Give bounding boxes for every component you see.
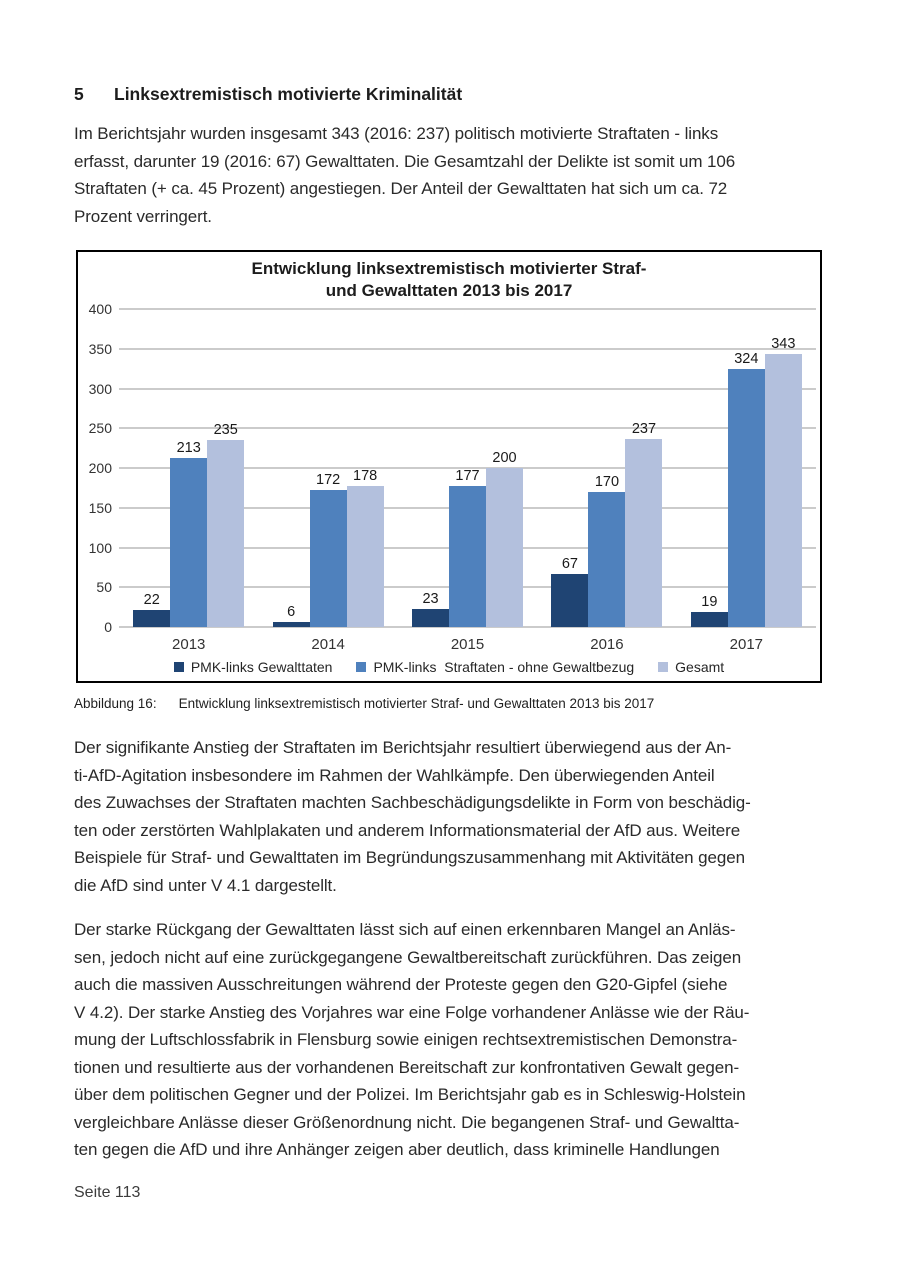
paragraph-intro: Im Berichtsjahr wurden insgesamt 343 (20…	[74, 124, 736, 226]
bar-value-label: 22	[143, 591, 160, 608]
legend-label: PMK-links Gewalttaten	[190, 659, 333, 675]
legend-item: PMK-links Straftaten - ohne Gewaltbezug	[356, 659, 634, 675]
bar-value-label: 324	[734, 351, 759, 368]
legend-label: Gesamt	[675, 659, 725, 675]
bar-series-1: 6	[272, 604, 310, 627]
y-axis-tick-label: 200	[88, 460, 112, 476]
bar-series-2: 213	[170, 440, 208, 627]
bar-series-3: 237	[625, 421, 663, 627]
bar-value-label: 19	[701, 593, 718, 610]
bar-series-1: 22	[133, 592, 171, 627]
gridline	[119, 308, 816, 310]
chart-figure: Entwicklung linksextremistisch motiviert…	[76, 250, 822, 683]
y-axis-tick-label: 400	[88, 301, 112, 317]
gridline	[119, 427, 816, 430]
figure-caption-label: Abbildung 16:	[74, 696, 157, 711]
section-heading: 5 Linksextremistisch motivierte Kriminali…	[74, 84, 462, 105]
bar-series-1: 67	[551, 556, 589, 627]
bar-value-label: 237	[631, 420, 657, 437]
figure-caption: Abbildung 16: Entwicklung linksextremist…	[74, 696, 654, 711]
section-title: Linksextremistisch motivierte Kriminalit…	[114, 84, 463, 104]
y-axis-tick-label: 350	[88, 340, 112, 357]
gridline	[119, 626, 816, 628]
bar-series-2: 177	[449, 468, 487, 627]
x-axis-label: 2014	[311, 636, 345, 653]
bar-groups: 22 213 235 2013 6 172 178 2014 23 177 200 2015 67 170…	[119, 309, 816, 653]
x-axis-label: 2013	[172, 636, 206, 653]
bar-series-1: 23	[412, 591, 450, 627]
chart-title: Entwicklung linksextremistisch motiviert…	[251, 259, 647, 300]
y-axis-tick-label: 50	[96, 579, 112, 596]
bar-value-label: 235	[213, 422, 238, 439]
bar-value-label: 177	[455, 468, 480, 485]
section-number: 5	[74, 84, 84, 104]
bar-value-label: 23	[422, 590, 439, 607]
legend-swatch	[658, 662, 669, 672]
gridline	[119, 347, 816, 350]
bar-group: 19 324 343 2017	[677, 309, 816, 653]
bar-series-3: 200	[486, 450, 524, 627]
y-axis-tick-label: 150	[88, 499, 112, 516]
bar-value-label: 200	[492, 450, 517, 466]
paragraph-context: Der starke Rückgang der Gewalttaten läss…	[74, 920, 750, 1159]
bar-value-label: 172	[316, 472, 341, 489]
legend-label: PMK-links Straftaten - ohne Gewaltbezug	[373, 659, 635, 675]
legend-swatch	[356, 662, 367, 672]
legend-item: Gesamt	[658, 659, 724, 675]
gridline	[119, 387, 816, 390]
figure-caption-text: Entwicklung linksextremistisch motiviert…	[178, 696, 655, 711]
bar-value-label: 213	[176, 439, 201, 456]
page-number: Seite 113	[74, 1184, 141, 1201]
paragraph-analysis: Der signifikante Anstieg der Straftaten …	[74, 738, 751, 895]
bar-group: 6 172 178 2014	[258, 309, 397, 653]
bar-series-3: 178	[346, 468, 384, 627]
bar-value-label: 343	[771, 336, 796, 353]
y-axis-tick-label: 0	[104, 619, 112, 635]
bar-series-3: 343	[764, 336, 802, 627]
bar-value-label: 67	[561, 555, 578, 572]
bar-value-label: 6	[287, 604, 296, 621]
gridline	[119, 467, 816, 469]
bar-group: 22 213 235 2013	[119, 309, 258, 653]
bar-series-2: 170	[588, 474, 626, 627]
legend-item: PMK-links Gewalttaten	[173, 659, 333, 675]
bar-series-2: 324	[727, 351, 765, 627]
chart-legend: PMK-links Gewalttaten PMK-links Straftate…	[78, 659, 820, 675]
legend-swatch	[173, 662, 184, 672]
y-axis-tick-label: 300	[88, 380, 112, 397]
bar-value-label: 170	[594, 473, 620, 490]
x-axis-label: 2015	[450, 636, 485, 653]
x-axis-label: 2016	[590, 636, 624, 653]
bar-value-label: 178	[353, 467, 378, 484]
bar-group: 67 170 237 2016	[537, 309, 676, 653]
bar-group: 23 177 200 2015	[398, 309, 537, 653]
bar-series-2: 172	[309, 472, 347, 627]
bar-series-1: 19	[690, 594, 728, 627]
y-axis: 0 50 100 150 200 250 300 350 400	[80, 301, 112, 635]
y-axis-tick-label: 250	[88, 420, 112, 437]
y-axis-tick-label: 100	[88, 539, 112, 556]
x-axis-label: 2017	[729, 636, 764, 653]
bar-series-3: 235	[207, 422, 245, 627]
